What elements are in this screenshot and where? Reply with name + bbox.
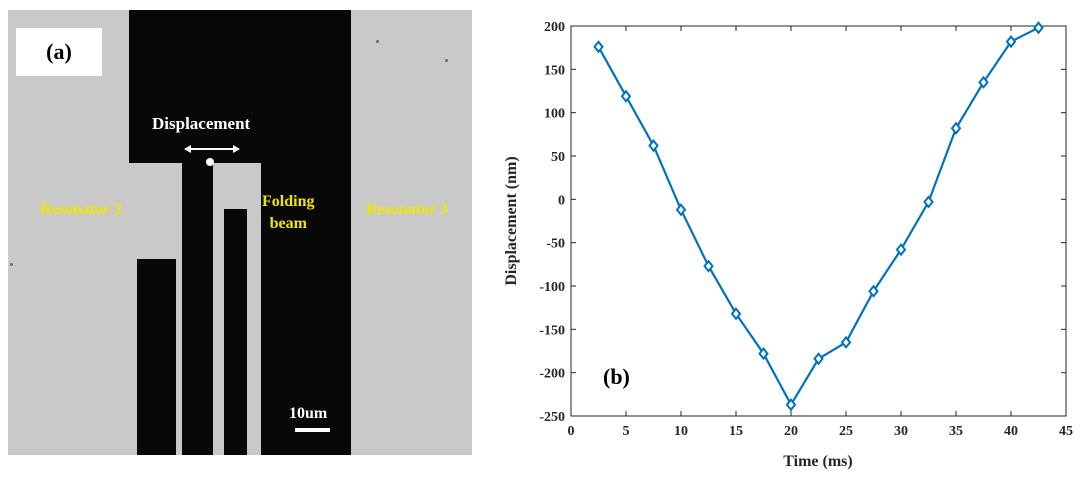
x-tick-label: 45	[1059, 424, 1073, 439]
chart-svg: 0 5 10 15 20 25 30 35 40 45 -250 -200 -150 -100 -50 0 50…	[503, 20, 1073, 470]
x-tick-label: 5	[623, 424, 630, 439]
y-tick-label: 200	[544, 20, 565, 35]
scale-bar	[295, 428, 330, 432]
displacement-label: Displacement	[152, 114, 251, 133]
data-point-diamond	[895, 242, 907, 257]
finger-right	[224, 209, 247, 455]
axis-ticks: 0 5 10 15 20 25 30 35 40 45 -250 -200 -150 -100 -50 0 50…	[539, 20, 1073, 439]
resonator-2-label: Resonator 2	[40, 201, 122, 218]
speck	[445, 59, 448, 62]
speck	[10, 263, 13, 266]
y-tick-label: -50	[546, 237, 565, 252]
y-tick-label: -200	[539, 367, 565, 382]
x-tick-label: 25	[839, 424, 853, 439]
x-tick-label: 20	[784, 424, 798, 439]
x-tick-label: 40	[1004, 424, 1018, 439]
data-point-diamond	[675, 203, 687, 217]
displacement-dot	[206, 158, 214, 166]
data-point-diamond	[730, 307, 742, 321]
data-series	[593, 21, 1044, 412]
x-axis-title: Time (ms)	[783, 453, 852, 470]
folding-beam-line-2: beam	[269, 215, 307, 232]
y-tick-label: -100	[539, 280, 565, 295]
data-point-diamond	[1005, 34, 1017, 49]
folding-beam-label: Folding beam	[262, 191, 314, 235]
y-axis-title: Displacement (nm)	[503, 156, 520, 285]
x-tick-label: 0	[568, 424, 575, 439]
y-tick-label: 0	[558, 193, 565, 208]
plot-area	[570, 25, 1067, 417]
data-point-diamond	[648, 138, 659, 153]
x-tick-label: 30	[894, 424, 908, 439]
y-tick-label: 100	[544, 107, 565, 122]
data-point-diamond	[868, 284, 879, 298]
x-tick-label: 15	[729, 424, 743, 439]
micrograph-image: (a) Displacement Resonator 2 Folding bea…	[8, 10, 472, 455]
panel-a-label: (a)	[16, 28, 102, 76]
speck	[376, 40, 379, 43]
data-point-diamond	[785, 398, 797, 412]
y-tick-label: -250	[539, 410, 565, 425]
data-point-diamond	[978, 75, 989, 89]
x-tick-label: 35	[949, 424, 963, 439]
y-tick-label: 50	[551, 150, 565, 165]
data-point-diamond	[813, 352, 824, 366]
finger-center	[182, 163, 213, 455]
data-point-diamond	[950, 121, 962, 135]
data-point-diamond	[840, 335, 852, 349]
scale-bar-label: 10um	[289, 405, 328, 422]
folding-beam-line-1: Folding	[262, 193, 315, 210]
data-point-diamond	[758, 346, 769, 361]
displacement-chart: 0 5 10 15 20 25 30 35 40 45 -250 -200 -150 -100 -50 0 50…	[478, 0, 1078, 478]
y-tick-label: -150	[539, 323, 565, 338]
finger-left	[137, 259, 176, 455]
y-tick-label: 150	[544, 63, 565, 78]
data-point-diamond	[620, 89, 632, 103]
panel-b-label: (b)	[603, 364, 630, 389]
data-point-diamond	[593, 40, 604, 54]
resonator-3-label: Resonator 3	[366, 201, 448, 218]
data-point-diamond	[1033, 21, 1044, 35]
displacement-arrow-icon	[184, 145, 240, 153]
data-point-diamond	[703, 259, 714, 273]
data-point-diamond	[923, 195, 934, 209]
x-tick-label: 10	[674, 424, 688, 439]
